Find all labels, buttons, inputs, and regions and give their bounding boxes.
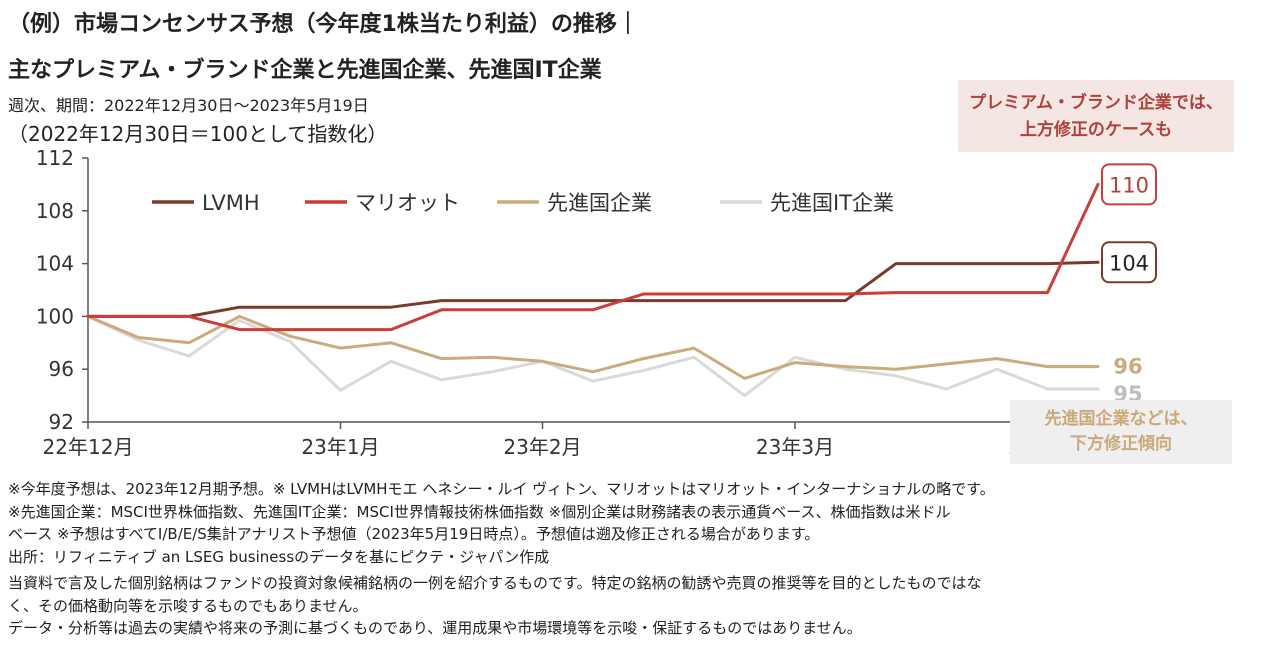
y-tick-label: 104 xyxy=(36,252,74,276)
x-tick-label: 23年2月 xyxy=(503,435,581,459)
series-line xyxy=(86,182,1100,332)
end-value-label: 110 xyxy=(1109,173,1149,197)
end-value-box xyxy=(1101,241,1157,284)
y-tick-label: 108 xyxy=(36,199,74,223)
end-value-label: 104 xyxy=(1109,251,1149,275)
series-line xyxy=(86,314,1100,398)
legend-label: 先進国IT企業 xyxy=(770,191,894,215)
x-tick-label: 23年1月 xyxy=(301,435,379,459)
footnote-line: ベース ※予想はすべてI/B/E/S集計アナリスト予想値（2023年5月19日時… xyxy=(8,525,820,543)
series-line xyxy=(86,260,1100,318)
period-subtitle: 週次、期間：2022年12月30日～2023年5月19日 xyxy=(8,96,369,115)
premium-callout-line2: 上方修正のケースも xyxy=(1019,120,1173,140)
x-tick-label: 23年3月 xyxy=(756,435,834,459)
developed-markets-callout: 先進国企業などは、 下方修正傾向 xyxy=(1010,400,1232,464)
disclaimer-line: データ・分析等は過去の実績や将来の予測に基づくものであり、運用成果や市場環境等を… xyxy=(8,619,862,637)
x-tick-label: 22年12月 xyxy=(43,435,134,459)
end-value-label: 96 xyxy=(1113,355,1142,379)
disclaimer-line: く、その価格動向等を示唆するものでもありません。 xyxy=(8,596,368,615)
developed-callout-line2: 下方修正傾向 xyxy=(1070,434,1172,454)
y-tick-label: 112 xyxy=(36,146,74,170)
disclaimer-line: 当資料で言及した個別銘柄はファンドの投資対象候補銘柄の一例を紹介するものです。特… xyxy=(8,574,982,592)
y-tick-label: 100 xyxy=(36,304,74,328)
legend-label: マリオット xyxy=(355,191,460,215)
source-line: 出所：リフィニティブ an LSEG businessのデータを基にピクテ・ジャ… xyxy=(8,547,550,566)
series-line xyxy=(86,314,1100,380)
footnote-line: ※今年度予想は、2023年12月期予想。※ LVMHはLVMHモエ ヘネシー・ル… xyxy=(8,480,995,498)
premium-brand-callout: プレミアム・ブランド企業では、 上方修正のケースも xyxy=(958,80,1234,152)
legend-label: 先進国企業 xyxy=(547,191,652,215)
premium-callout-line1: プレミアム・ブランド企業では、 xyxy=(969,93,1223,113)
chart-title-line1: （例）市場コンセンサス予想（今年度1株当たり利益）の推移｜ xyxy=(8,12,639,37)
developed-callout-line1: 先進国企業などは、 xyxy=(1044,409,1198,429)
chart-title-line2: 主なプレミアム・ブランド企業と先進国企業、先進国IT企業 xyxy=(8,58,602,83)
end-value-box xyxy=(1101,163,1157,206)
legend-label: LVMH xyxy=(202,191,260,215)
footnote-line: ※先進国企業：MSCI世界株価指数、先進国IT企業：MSCI世界情報技術株価指数… xyxy=(8,502,951,521)
y-tick-label: 92 xyxy=(49,410,74,434)
index-subtitle: （2022年12月30日＝100として指数化） xyxy=(8,122,388,146)
y-tick-label: 96 xyxy=(49,357,74,381)
footnotes: ※今年度予想は、2023年12月期予想。※ LVMHはLVMHモエ ヘネシー・ル… xyxy=(8,478,995,640)
